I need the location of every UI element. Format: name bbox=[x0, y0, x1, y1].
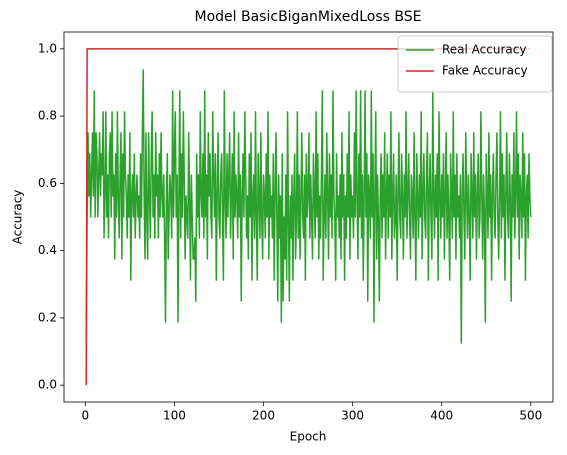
x-tick-label: 100 bbox=[163, 409, 186, 423]
x-tick-label: 0 bbox=[82, 409, 90, 423]
data-line bbox=[85, 48, 531, 386]
y-tick-label: 0.4 bbox=[38, 243, 57, 257]
x-tick-label: 400 bbox=[430, 409, 453, 423]
y-tick-label: 0.6 bbox=[38, 176, 57, 190]
y-tick-label: 0.8 bbox=[38, 109, 57, 123]
legend-label: Fake Accuracy bbox=[442, 64, 528, 78]
y-axis-label: Accuracy bbox=[11, 190, 25, 245]
chart-title: Model BasicBiganMixedLoss BSE bbox=[195, 9, 422, 25]
x-tick-label: 500 bbox=[519, 409, 542, 423]
x-tick-label: 200 bbox=[252, 409, 275, 423]
y-tick-label: 0.2 bbox=[38, 310, 57, 324]
data-line bbox=[85, 69, 532, 344]
x-axis-label: Epoch bbox=[290, 430, 327, 444]
y-tick-label: 1.0 bbox=[38, 41, 57, 55]
legend-label: Real Accuracy bbox=[442, 43, 526, 57]
plot-frame bbox=[63, 31, 554, 403]
y-tick-label: 0.0 bbox=[38, 378, 57, 392]
legend-box bbox=[397, 35, 553, 93]
x-tick-label: 300 bbox=[341, 409, 364, 423]
